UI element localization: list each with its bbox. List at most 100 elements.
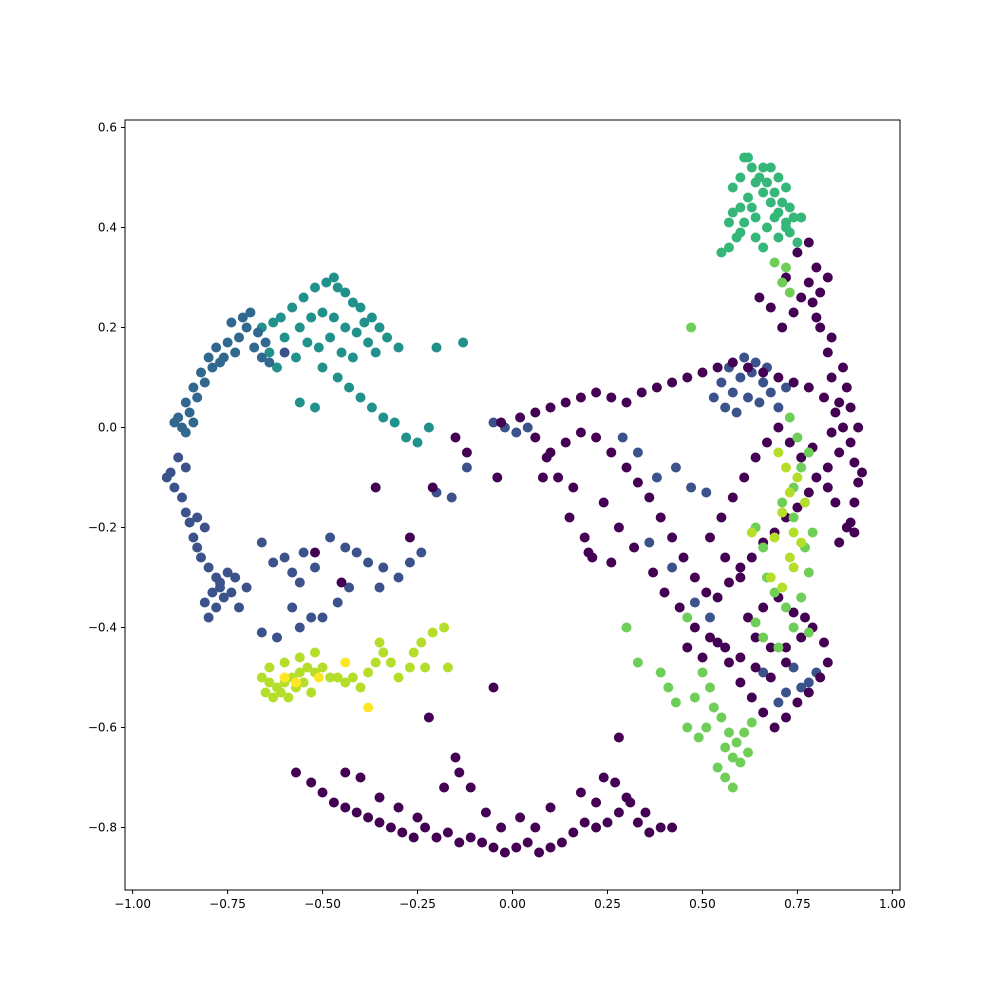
- data-point: [344, 382, 355, 393]
- data-point: [404, 557, 415, 568]
- data-point: [340, 677, 351, 688]
- data-point: [568, 827, 579, 838]
- data-point: [629, 542, 640, 553]
- data-point: [222, 337, 233, 348]
- data-point: [260, 687, 271, 698]
- data-point: [781, 602, 791, 613]
- data-point: [359, 317, 370, 328]
- data-point: [777, 197, 788, 208]
- data-point: [530, 407, 541, 418]
- data-point: [545, 842, 556, 853]
- data-point: [272, 362, 282, 373]
- data-point: [192, 512, 203, 523]
- data-point: [769, 212, 780, 223]
- data-point: [568, 482, 579, 493]
- data-point: [796, 592, 807, 603]
- data-point: [811, 262, 822, 273]
- data-point: [420, 662, 431, 673]
- data-point: [199, 522, 210, 533]
- data-point: [800, 612, 810, 623]
- data-point: [697, 367, 708, 378]
- data-point: [803, 277, 814, 288]
- data-point: [401, 432, 412, 443]
- y-tick-label: −0.8: [88, 821, 117, 835]
- data-point: [682, 642, 693, 653]
- data-point: [838, 422, 848, 433]
- y-tick-label: −0.2: [88, 521, 117, 535]
- data-point: [754, 292, 765, 303]
- data-point: [188, 417, 199, 428]
- data-point: [226, 587, 237, 598]
- data-point: [765, 387, 776, 398]
- data-point: [298, 677, 309, 688]
- data-point: [245, 307, 256, 318]
- data-point: [180, 427, 191, 438]
- data-point: [366, 312, 377, 323]
- data-point: [321, 277, 332, 288]
- data-point: [355, 682, 366, 693]
- data-point: [727, 752, 738, 763]
- data-point: [796, 537, 807, 548]
- data-point: [575, 392, 586, 403]
- data-point: [180, 507, 191, 518]
- data-point: [264, 357, 275, 368]
- data-point: [803, 237, 814, 248]
- data-point: [845, 437, 856, 448]
- data-point: [427, 627, 438, 638]
- data-point: [203, 562, 214, 573]
- data-point: [735, 372, 746, 383]
- data-point: [215, 577, 225, 588]
- data-point: [841, 522, 852, 533]
- data-point: [553, 472, 564, 483]
- data-point: [746, 717, 757, 728]
- data-point: [727, 492, 738, 503]
- data-point: [302, 662, 313, 673]
- data-point: [591, 432, 602, 443]
- data-point: [853, 422, 864, 433]
- data-point: [735, 677, 746, 688]
- data-point: [287, 302, 298, 313]
- data-point: [735, 652, 746, 663]
- data-point: [545, 802, 556, 813]
- data-point: [355, 302, 366, 313]
- data-point: [427, 482, 438, 493]
- data-point: [423, 712, 434, 723]
- data-point: [705, 612, 715, 623]
- data-point: [340, 322, 351, 333]
- data-point: [393, 342, 404, 353]
- data-point: [431, 832, 442, 843]
- data-point: [716, 247, 727, 258]
- data-point: [211, 602, 222, 613]
- data-point: [758, 367, 769, 378]
- data-point: [773, 372, 784, 383]
- data-point: [351, 547, 362, 558]
- data-point: [834, 397, 845, 408]
- data-point: [792, 697, 803, 708]
- data-point: [750, 662, 761, 673]
- data-point: [845, 402, 856, 413]
- data-point: [834, 537, 845, 548]
- data-point: [788, 607, 799, 618]
- data-point: [781, 687, 791, 698]
- data-point: [234, 602, 244, 613]
- data-point: [743, 192, 753, 203]
- data-point: [758, 162, 769, 173]
- data-point: [769, 587, 780, 598]
- data-point: [541, 452, 552, 463]
- data-point: [621, 462, 632, 473]
- data-point: [720, 772, 731, 783]
- data-point: [803, 677, 814, 688]
- data-point: [765, 642, 776, 653]
- data-point: [431, 342, 442, 353]
- data-point: [237, 312, 248, 323]
- data-point: [279, 657, 290, 668]
- data-point: [640, 807, 651, 818]
- data-point: [838, 362, 848, 373]
- data-point: [378, 647, 389, 658]
- data-point: [499, 847, 510, 858]
- data-point: [423, 422, 434, 433]
- data-point: [769, 257, 780, 268]
- data-point: [834, 447, 845, 458]
- data-point: [689, 692, 700, 703]
- data-point: [317, 612, 328, 623]
